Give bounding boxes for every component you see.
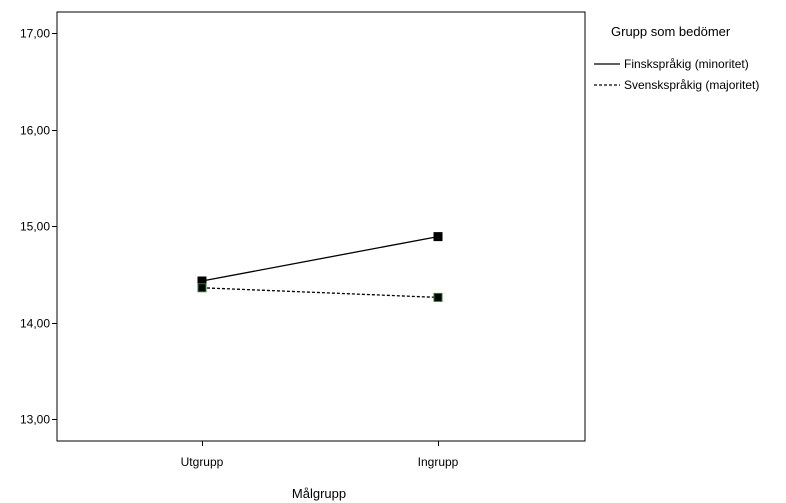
x-tick-label: Ingrupp — [418, 455, 459, 469]
y-tick-label: 13,00 — [20, 413, 50, 427]
series-line — [201, 235, 439, 282]
y-tick-label: 17,00 — [20, 27, 50, 41]
y-axis: 13,00 14,00 15,00 16,00 17,00 — [20, 27, 57, 427]
x-tick-label: Utgrupp — [181, 455, 224, 469]
series-1 — [197, 232, 443, 286]
y-tick-label: 14,00 — [20, 317, 50, 331]
plot-frame — [56, 11, 586, 442]
legend: Grupp som bedömer Finskspråkig (minorite… — [594, 24, 759, 92]
plot-area — [56, 11, 586, 442]
series-layer — [197, 232, 443, 302]
x-axis: Utgrupp Ingrupp — [181, 441, 459, 469]
legend-title: Grupp som bedömer — [611, 24, 731, 39]
y-tick-label: 16,00 — [20, 124, 50, 138]
series-line — [201, 287, 439, 299]
data-point — [433, 292, 443, 302]
data-point — [433, 232, 443, 242]
x-axis-title: Målgrupp — [292, 486, 346, 501]
series-2 — [197, 283, 443, 302]
y-tick-label: 15,00 — [20, 220, 50, 234]
data-point — [197, 283, 207, 293]
legend-label: Svenskspråkig (majoritet) — [624, 78, 759, 92]
legend-label: Finskspråkig (minoritet) — [624, 57, 749, 71]
